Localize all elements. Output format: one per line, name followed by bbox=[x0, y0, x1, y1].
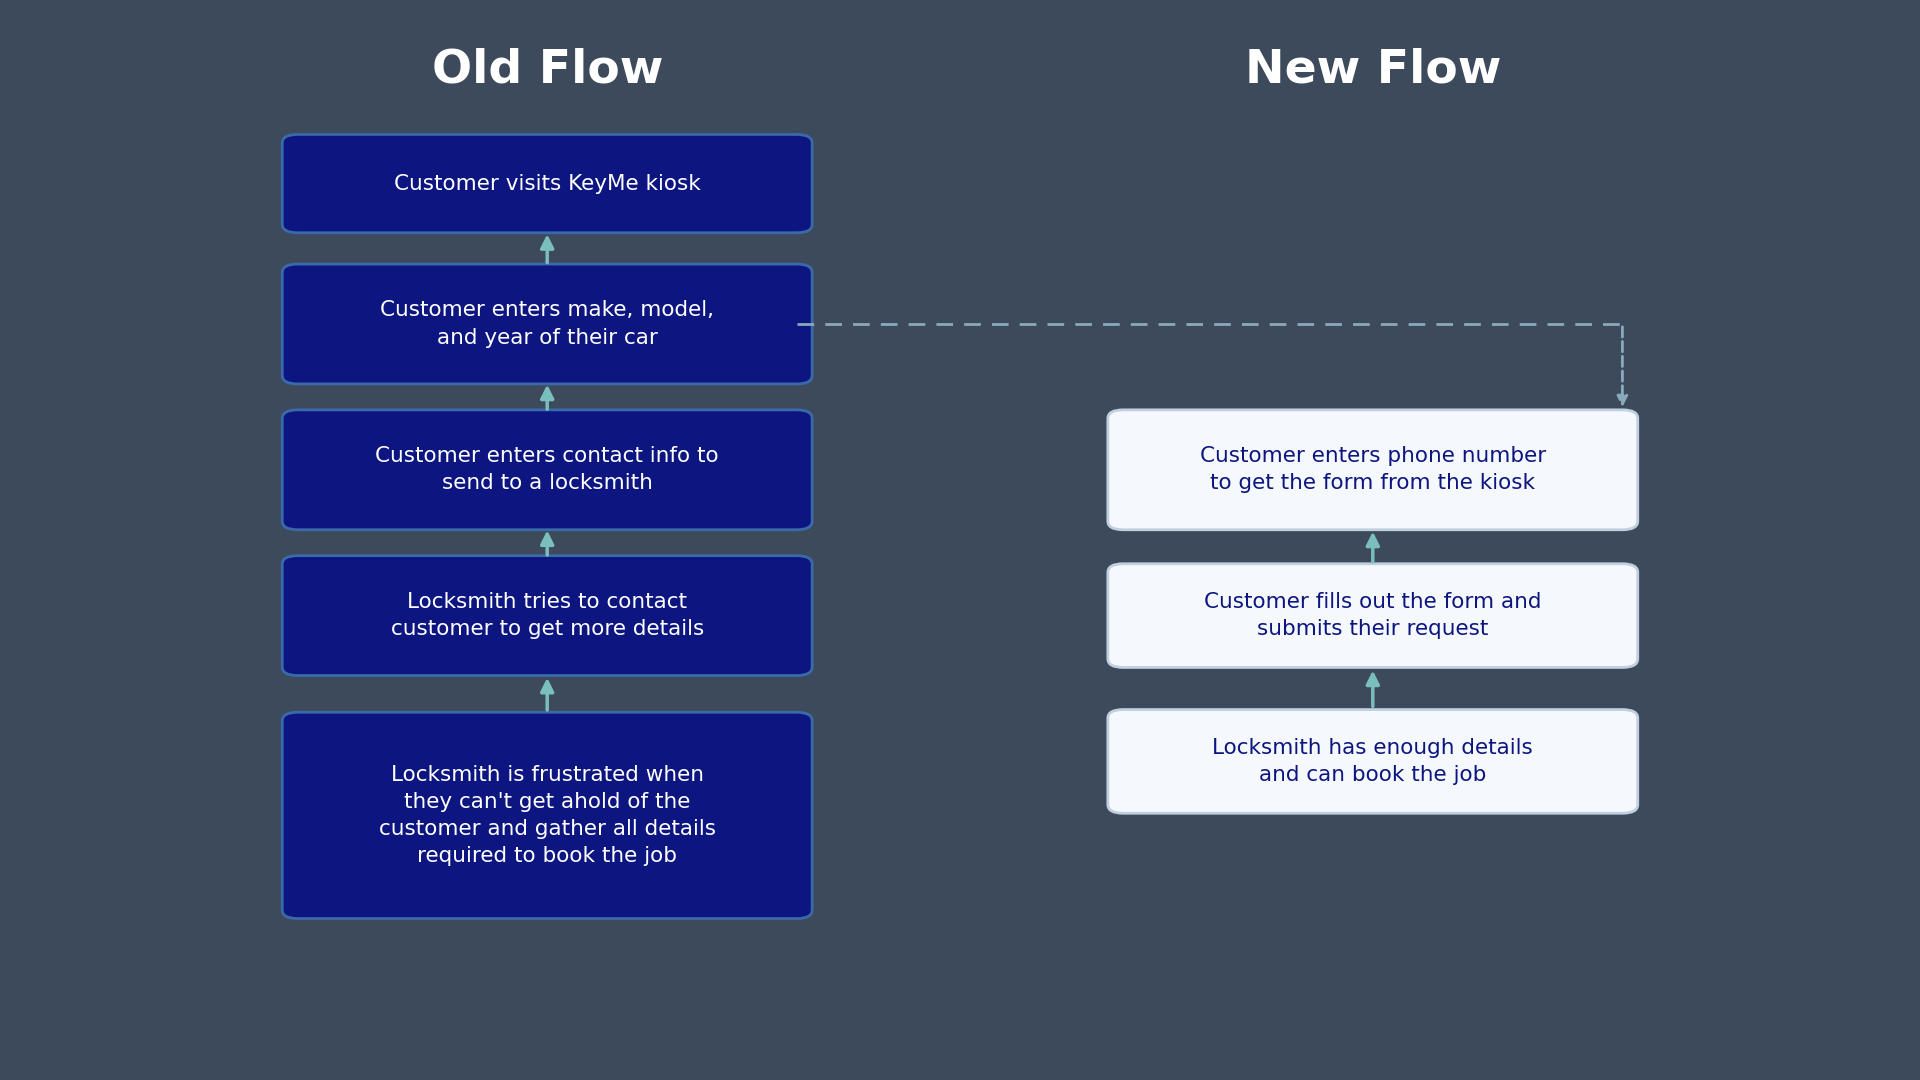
Text: Old Flow: Old Flow bbox=[432, 48, 662, 93]
FancyBboxPatch shape bbox=[282, 713, 812, 918]
FancyBboxPatch shape bbox=[1108, 564, 1638, 667]
Text: Locksmith tries to contact
customer to get more details: Locksmith tries to contact customer to g… bbox=[390, 592, 705, 639]
Text: Customer enters contact info to
send to a locksmith: Customer enters contact info to send to … bbox=[376, 446, 718, 494]
FancyBboxPatch shape bbox=[1108, 409, 1638, 529]
FancyBboxPatch shape bbox=[282, 135, 812, 233]
FancyBboxPatch shape bbox=[282, 409, 812, 529]
FancyBboxPatch shape bbox=[282, 265, 812, 384]
Text: Customer enters phone number
to get the form from the kiosk: Customer enters phone number to get the … bbox=[1200, 446, 1546, 494]
Text: Customer fills out the form and
submits their request: Customer fills out the form and submits … bbox=[1204, 592, 1542, 639]
Text: New Flow: New Flow bbox=[1244, 48, 1501, 93]
FancyBboxPatch shape bbox=[1108, 710, 1638, 813]
Text: Customer enters make, model,
and year of their car: Customer enters make, model, and year of… bbox=[380, 300, 714, 348]
Text: Locksmith has enough details
and can book the job: Locksmith has enough details and can boo… bbox=[1212, 738, 1534, 785]
FancyBboxPatch shape bbox=[282, 555, 812, 676]
Text: Locksmith is frustrated when
they can't get ahold of the
customer and gather all: Locksmith is frustrated when they can't … bbox=[378, 765, 716, 866]
Text: Customer visits KeyMe kiosk: Customer visits KeyMe kiosk bbox=[394, 174, 701, 193]
